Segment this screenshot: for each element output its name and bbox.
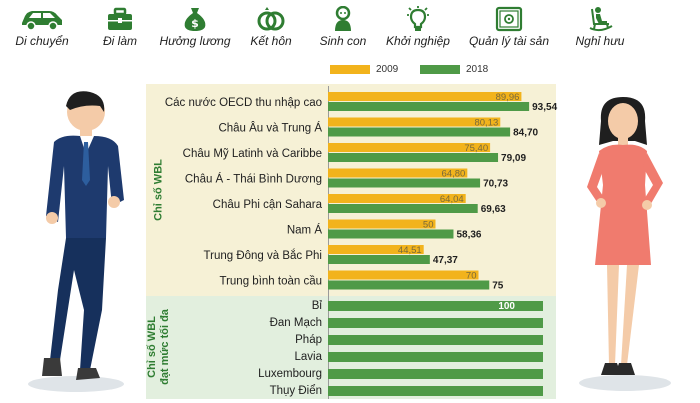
max-category-label: Luxembourg bbox=[258, 368, 322, 380]
legend-item-2009: 2009 bbox=[330, 64, 398, 75]
max-category-label: Bỉ bbox=[312, 300, 323, 312]
value-label-2009: 64,04 bbox=[440, 194, 464, 205]
category-label: Châu Âu và Trung Á bbox=[218, 122, 322, 135]
icon-item-nghi-huu: Nghỉ hưu bbox=[565, 6, 635, 48]
legend-item-2018: 2018 bbox=[420, 64, 488, 75]
icon-item-khoi-nghiep: Khởi nghiệp bbox=[383, 6, 453, 48]
bar-max bbox=[328, 369, 543, 379]
bar-max bbox=[328, 352, 543, 362]
bar-max bbox=[328, 386, 543, 396]
bar-2018 bbox=[328, 127, 511, 137]
legend-swatch-2018 bbox=[420, 64, 460, 74]
chart-axis-line bbox=[328, 86, 329, 399]
value-label-2018: 84,70 bbox=[513, 128, 538, 139]
lightbulb-icon bbox=[407, 6, 429, 31]
max-category-label: Pháp bbox=[295, 334, 322, 346]
icon-item-di-chuyen: Di chuyển bbox=[12, 6, 72, 48]
max-category-label: Thụy Điển bbox=[270, 385, 322, 397]
bar-2009 bbox=[328, 117, 501, 127]
icon-item-huong-luong: $ Hưởng lương bbox=[155, 6, 235, 48]
bar-2018 bbox=[328, 102, 530, 111]
rocking-chair-icon bbox=[589, 7, 613, 32]
icon-label: Khởi nghiệp bbox=[386, 34, 450, 48]
icon-label: Di chuyển bbox=[15, 34, 69, 48]
value-label-2009: 64,80 bbox=[442, 169, 466, 180]
icon-item-ket-hon: Kết hôn bbox=[246, 6, 296, 48]
value-label-2009: 50 bbox=[423, 220, 434, 231]
legend-swatch-2009 bbox=[330, 64, 370, 74]
man-figure bbox=[28, 91, 124, 392]
value-label-2018: 47,37 bbox=[433, 255, 458, 266]
rings-icon bbox=[257, 7, 285, 31]
bar-max bbox=[328, 318, 543, 328]
value-label-2009: 70 bbox=[466, 271, 477, 282]
category-label: Các nước OECD thu nhập cao bbox=[165, 97, 322, 109]
car-icon bbox=[22, 11, 62, 31]
bar-2018 bbox=[328, 229, 454, 239]
bar-2018 bbox=[328, 178, 481, 188]
value-label-2018: 70,73 bbox=[483, 179, 508, 190]
value-label-2009: 44,51 bbox=[398, 245, 422, 256]
bar-max bbox=[328, 301, 543, 311]
life-stages-icon-row: Di chuyển Đi làm $ Hưởng lương Kết hôn bbox=[0, 0, 700, 58]
icon-item-sinh-con: Sinh con bbox=[313, 6, 373, 48]
bar-max bbox=[328, 335, 543, 345]
icon-label: Nghỉ hưu bbox=[575, 34, 625, 48]
icon-item-di-lam: Đi làm bbox=[95, 6, 145, 48]
value-label-2018: 58,36 bbox=[456, 230, 481, 241]
briefcase-icon bbox=[108, 7, 132, 30]
value-label-2009: 80,13 bbox=[474, 118, 498, 129]
bar-2009 bbox=[328, 168, 468, 178]
icon-label: Quản lý tài sản bbox=[468, 34, 550, 48]
bar-2018 bbox=[328, 204, 478, 213]
bar-2009 bbox=[328, 194, 466, 203]
woman-figure bbox=[579, 97, 671, 391]
category-label: Trung Đông và Bắc Phi bbox=[204, 249, 322, 262]
icon-label: Sinh con bbox=[319, 34, 367, 48]
wbl-max-panel bbox=[146, 296, 556, 399]
value-label-2009: 75,40 bbox=[464, 143, 488, 154]
value-label-2009: 89,96 bbox=[496, 92, 520, 103]
bar-2009 bbox=[328, 270, 479, 280]
bar-2018 bbox=[328, 280, 490, 290]
icon-item-quan-ly-tai-san: Quản lý tài sản bbox=[464, 6, 554, 48]
bar-2009 bbox=[328, 219, 436, 229]
money-bag-icon: $ bbox=[184, 8, 206, 31]
bar-2009 bbox=[328, 92, 522, 101]
category-label: Nam Á bbox=[287, 224, 322, 237]
bar-2009 bbox=[328, 143, 491, 152]
value-label-2018: 93,54 bbox=[532, 102, 557, 113]
icon-label: Hưởng lương bbox=[159, 34, 231, 48]
icon-label: Đi làm bbox=[102, 34, 137, 48]
max-category-label: Lavia bbox=[295, 351, 323, 363]
category-label: Châu Á - Thái Bình Dương bbox=[185, 173, 322, 186]
bar-2018 bbox=[328, 153, 499, 162]
category-label: Trung bình toàn cầu bbox=[219, 276, 322, 288]
icon-label: Kết hôn bbox=[250, 34, 292, 48]
category-label: Châu Mỹ Latinh và Caribbe bbox=[183, 148, 322, 160]
legend-label-2018: 2018 bbox=[466, 64, 489, 75]
value-label-2018: 69,63 bbox=[481, 204, 506, 215]
bar-2018 bbox=[328, 255, 430, 264]
safe-icon bbox=[495, 6, 523, 32]
bar-2009 bbox=[328, 245, 424, 254]
svg-text:$: $ bbox=[191, 17, 199, 30]
category-label: Châu Phi cận Sahara bbox=[213, 199, 323, 211]
max-value-label: 100 bbox=[498, 301, 515, 312]
value-label-2018: 79,09 bbox=[501, 153, 526, 164]
legend-label-2009: 2009 bbox=[376, 64, 399, 75]
baby-icon bbox=[335, 6, 351, 31]
max-category-label: Đan Mạch bbox=[270, 317, 322, 329]
value-label-2018: 75 bbox=[492, 281, 504, 292]
